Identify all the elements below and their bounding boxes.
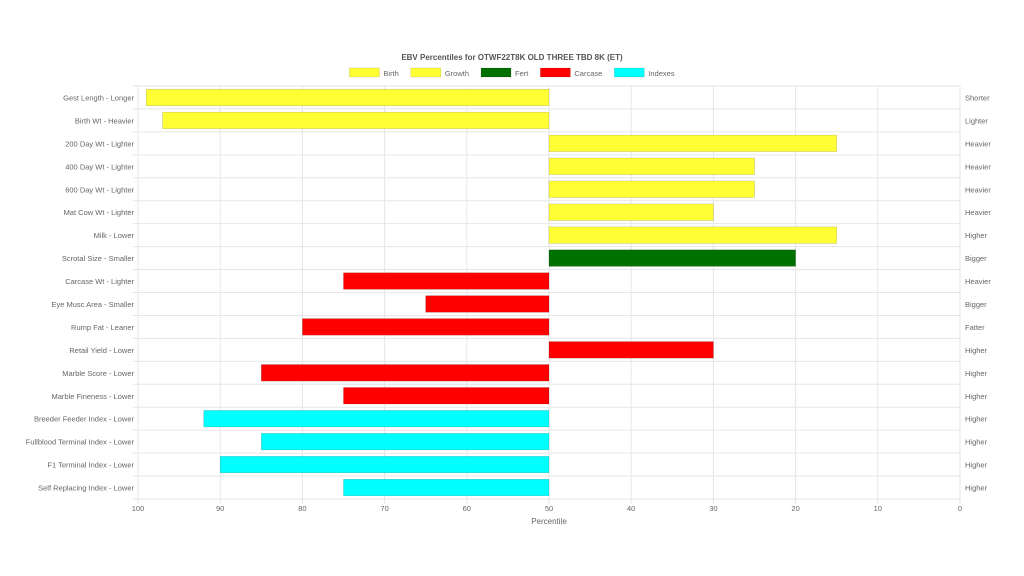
legend-label: Indexes xyxy=(648,69,675,78)
bar xyxy=(548,134,837,152)
bar xyxy=(343,479,550,497)
direction-label: Higher xyxy=(965,231,988,240)
x-tick-label: 80 xyxy=(298,504,306,513)
bar xyxy=(203,410,550,428)
legend-swatch xyxy=(349,67,380,78)
bar xyxy=(261,364,550,382)
legend-label: Carcase xyxy=(574,69,602,78)
chart-title: EBV Percentiles for OTWF22T8K OLD THREE … xyxy=(401,53,623,62)
x-axis-label: Percentile xyxy=(531,517,567,526)
trait-label: Retail Yield - Lower xyxy=(69,346,134,355)
chart-bars xyxy=(145,88,837,497)
x-tick-label: 60 xyxy=(463,504,471,513)
x-axis-ticks: 100 90 80 70 60 50 40 30 20 10 0 xyxy=(132,504,962,513)
legend-swatch xyxy=(480,67,512,78)
direction-label: Shorter xyxy=(965,93,990,102)
bar xyxy=(548,203,714,221)
direction-label: Higher xyxy=(965,461,988,470)
direction-label: Bigger xyxy=(965,300,987,309)
direction-label: Bigger xyxy=(965,254,987,263)
x-tick-label: 10 xyxy=(874,504,882,513)
chart-grid xyxy=(133,85,961,504)
bar xyxy=(548,226,837,244)
direction-label: Lighter xyxy=(965,116,988,125)
direction-label: Higher xyxy=(965,438,988,447)
trait-label: Fullblood Terminal Index - Lower xyxy=(26,438,135,447)
trait-label: Carcase Wt - Lighter xyxy=(65,277,134,286)
bar xyxy=(548,180,755,198)
bar xyxy=(548,249,796,267)
trait-label: Gest Length - Longer xyxy=(63,93,134,102)
bar xyxy=(219,456,550,474)
bar xyxy=(343,387,550,405)
trait-label: Eye Musc Area - Smaller xyxy=(51,300,134,309)
legend-swatch xyxy=(540,67,571,78)
trait-label: 400 Day Wt - Lighter xyxy=(65,162,134,171)
direction-label: Heavier xyxy=(965,139,991,148)
direction-label: Heavier xyxy=(965,162,991,171)
trait-label: F1 Terminal Index - Lower xyxy=(47,461,134,470)
legend-label: Growth xyxy=(445,69,469,78)
trait-label: 600 Day Wt - Lighter xyxy=(65,185,134,194)
x-tick-label: 0 xyxy=(958,504,962,513)
trait-label: Scrotal Size - Smaller xyxy=(62,254,135,263)
trait-label: Marble Fineness - Lower xyxy=(51,392,134,401)
legend-swatch xyxy=(614,67,645,78)
direction-label: Higher xyxy=(965,369,988,378)
trait-label: Mat Cow Wt - Lighter xyxy=(64,208,135,217)
bar xyxy=(548,157,755,175)
direction-label: Heavier xyxy=(965,208,991,217)
legend-label: Fert xyxy=(515,69,529,78)
bar xyxy=(162,111,550,129)
bar xyxy=(261,433,550,451)
x-tick-label: 100 xyxy=(132,504,145,513)
x-tick-label: 50 xyxy=(545,504,553,513)
x-tick-label: 90 xyxy=(216,504,224,513)
trait-label: Breeder Feeder Index - Lower xyxy=(34,415,135,424)
trait-label: Self Replacing Index - Lower xyxy=(38,484,134,493)
bar xyxy=(302,318,550,336)
direction-label: Higher xyxy=(965,346,988,355)
trait-label: Rump Fat - Leaner xyxy=(71,323,134,332)
bar xyxy=(343,272,550,290)
direction-label: Fatter xyxy=(965,323,985,332)
trait-label: 200 Day Wt - Lighter xyxy=(65,139,134,148)
trait-label: Marble Score - Lower xyxy=(62,369,134,378)
x-tick-label: 70 xyxy=(380,504,388,513)
legend-swatch xyxy=(410,67,442,78)
x-tick-label: 20 xyxy=(791,504,799,513)
direction-label: Higher xyxy=(965,415,988,424)
x-tick-label: 30 xyxy=(709,504,717,513)
bar xyxy=(145,88,550,106)
trait-label: Milk - Lower xyxy=(94,231,135,240)
direction-label: Higher xyxy=(965,484,988,493)
trait-label: Birth Wt - Heavier xyxy=(75,116,135,125)
bar xyxy=(548,341,714,359)
direction-labels: Shorter Lighter Heavier Heavier Heavier Heavi… xyxy=(965,93,991,492)
direction-label: Heavier xyxy=(965,277,991,286)
legend-label: Birth xyxy=(383,69,398,78)
trait-labels: Gest Length - Longer Birth Wt - Heavier 20… xyxy=(26,93,135,492)
bar xyxy=(425,295,550,313)
chart-legend: Birth Growth Fert Carcase Indexes xyxy=(349,67,675,78)
direction-label: Higher xyxy=(965,392,988,401)
direction-label: Heavier xyxy=(965,185,991,194)
x-tick-label: 40 xyxy=(627,504,635,513)
